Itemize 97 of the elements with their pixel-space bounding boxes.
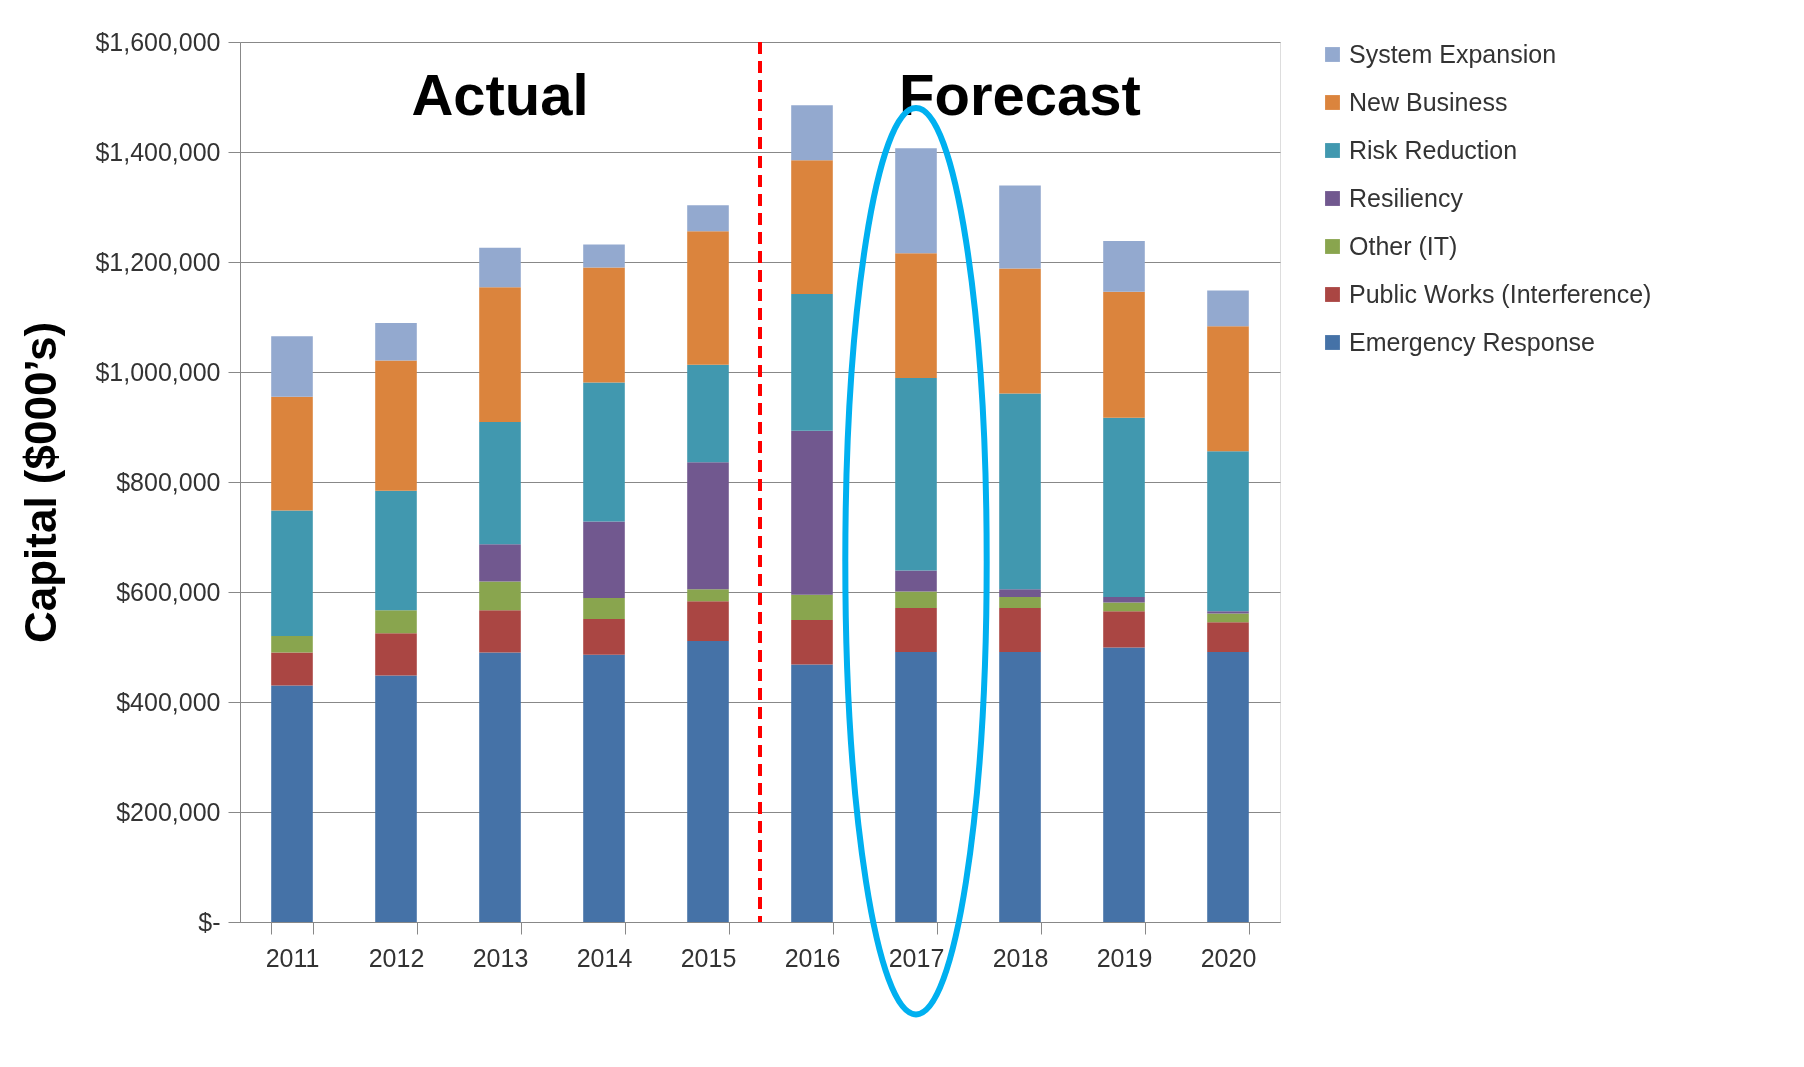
annotation: Actual [411,62,589,127]
bar [1103,241,1145,292]
bar [583,598,625,619]
y-tick-label: $400,000 [116,687,221,716]
annotation: Forecast [899,62,1141,127]
bar [895,651,937,922]
x-tick-label: 2012 [368,943,425,972]
bar [999,607,1041,652]
bar [791,664,833,922]
bar [687,601,729,641]
y-axis-title: Capital ($000’s) [16,321,66,644]
y-tick-label: $600,000 [116,577,221,606]
y-tick-label: $1,000,000 [95,357,221,386]
bar [375,675,417,922]
y-tick-label: $800,000 [116,467,221,496]
x-tick-label: 2014 [576,943,633,972]
y-tick-label: $1,600,000 [95,27,221,56]
legend-label: System Expansion [1349,39,1557,68]
bar [271,685,313,922]
bar [687,205,729,232]
legend-label: New Business [1349,87,1508,116]
x-tick-label: 2013 [472,943,529,972]
legend-label: Emergency Response [1349,327,1595,356]
bar [1207,613,1249,623]
bar [791,594,833,621]
bar [999,651,1041,922]
bar [1103,647,1145,922]
x-tick-label: 2020 [1200,943,1257,972]
bar [895,591,937,608]
bar [583,244,625,268]
bar [479,581,521,611]
bar [375,360,417,491]
legend-label: Resiliency [1349,183,1464,212]
bar [999,393,1041,590]
bar [1103,611,1145,648]
bar [375,323,417,361]
x-tick-label: 2019 [1096,943,1153,972]
y-tick-label: $1,200,000 [95,247,221,276]
bar [895,570,937,592]
bar [791,160,833,294]
bar [895,253,937,379]
bar [1207,326,1249,452]
bar [1103,291,1145,418]
bar [1207,451,1249,612]
bar [479,247,521,288]
bar [271,396,313,511]
bar [999,589,1041,597]
bar [479,422,521,545]
bar [583,618,625,655]
x-tick-label: 2018 [992,943,1049,972]
legend-label: Other (IT) [1349,231,1458,260]
bar [479,652,521,922]
bar [271,636,313,653]
bar [479,610,521,653]
bar [895,607,937,652]
bar [687,364,729,463]
x-tick-label: 2015 [680,943,737,972]
bar [687,231,729,365]
bar [687,462,729,590]
bar [687,589,729,602]
bar [375,633,417,676]
bar [583,521,625,599]
bar [1207,622,1249,652]
x-tick-label: 2011 [265,943,320,972]
bar [583,382,625,522]
bar [1207,611,1249,614]
bar [999,185,1041,269]
bar [687,640,729,922]
bar [271,336,313,397]
bar [1207,651,1249,922]
bar [1103,596,1145,603]
bar [1103,602,1145,612]
y-tick-label: $200,000 [116,797,221,826]
bar [479,287,521,423]
bar [791,430,833,595]
bar [375,490,417,611]
x-tick-label: 2016 [784,943,841,972]
legend-label: Risk Reduction [1349,135,1518,164]
bar [271,652,313,686]
bar [791,293,833,431]
bar [583,654,625,922]
bar [271,510,313,636]
x-tick-label: 2017 [888,943,945,972]
bar [1207,290,1249,327]
bar [791,105,833,161]
bar [479,544,521,582]
y-tick-label: $1,400,000 [95,137,221,166]
legend-label: Public Works (Interference) [1349,279,1652,308]
bar [583,267,625,383]
bar [895,378,937,571]
bar [999,268,1041,394]
bar [895,148,937,254]
bar [791,620,833,665]
bar [1103,417,1145,597]
bar [999,596,1041,608]
y-tick-label: $- [198,907,221,936]
bar [375,610,417,634]
